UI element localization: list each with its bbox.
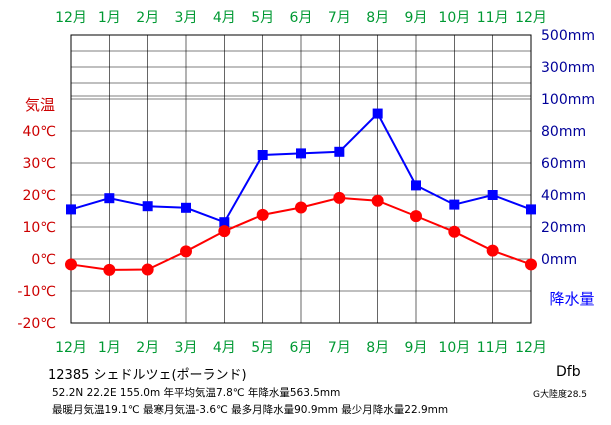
temperature-tick-label: 40℃ (22, 124, 56, 140)
month-label-top: 7月 (328, 10, 351, 26)
month-label-top: 4月 (213, 10, 236, 26)
temperature-point (371, 194, 384, 207)
precipitation-tick-label: 300mm (541, 60, 595, 76)
temperature-tick-label: -10℃ (17, 284, 56, 300)
month-label-top: 12月 (515, 10, 547, 26)
month-label-bottom: 3月 (175, 340, 198, 356)
month-label-top: 8月 (366, 10, 389, 26)
precipitation-point (526, 204, 536, 215)
precipitation-point (296, 148, 306, 159)
precipitation-point (334, 146, 345, 157)
month-label-bottom: 8月 (366, 340, 389, 356)
temperature-tick-label: 30℃ (22, 156, 56, 172)
temperature-point (410, 210, 422, 223)
temperature-point (103, 263, 116, 276)
precipitation-tick-label: 0mm (541, 252, 577, 268)
month-label-top: 5月 (251, 10, 274, 26)
month-label-bottom: 1月 (98, 340, 121, 356)
precipitation-tick-label: 500mm (541, 28, 595, 44)
precipitation-point (181, 202, 191, 213)
month-label-top: 12月 (55, 10, 87, 26)
month-label-top: 2月 (136, 10, 159, 26)
month-label-bottom: 6月 (290, 340, 313, 356)
temperature-point (65, 258, 77, 271)
temperature-tick-label: 20℃ (22, 188, 56, 204)
month-label-bottom: 5月 (251, 340, 274, 356)
precipitation-tick-label: 80mm (541, 124, 586, 140)
month-label-bottom: 12月 (55, 340, 87, 356)
temperature-point (141, 263, 154, 276)
month-label-bottom: 2月 (136, 340, 159, 356)
temperature-point (448, 225, 461, 238)
month-label-top: 6月 (290, 10, 313, 26)
station-coords: 52.2N 22.2E 155.0m 年平均気温7.8℃ 年降水量563.5mm (52, 387, 341, 399)
continentality-index: G大陸度28.5 (533, 390, 588, 400)
temperature-point (218, 225, 231, 238)
temperature-point (180, 245, 192, 258)
axes (70, 34, 532, 324)
precipitation-point (487, 190, 498, 200)
plot-frame (70, 34, 532, 324)
precipitation-axis-label: 降水量 (549, 290, 594, 308)
precipitation-tick-label: 20mm (541, 220, 586, 236)
temperature-point (295, 201, 307, 214)
series (65, 108, 537, 276)
month-label-bottom: 4月 (213, 340, 236, 356)
month-label-top: 3月 (175, 10, 198, 26)
precipitation-point (372, 108, 383, 119)
precipitation-point (104, 193, 115, 204)
station-name: 12385 シェドルツェ(ポーランド) (48, 368, 247, 383)
month-label-bottom: 9月 (405, 340, 428, 356)
month-label-top: 10月 (438, 10, 470, 26)
month-label-top: 9月 (405, 10, 428, 26)
precipitation-point (257, 150, 268, 160)
climate-code: Dfb (556, 364, 581, 380)
precipitation-point (449, 199, 460, 210)
month-label-bottom: 11月 (477, 340, 509, 356)
grid (71, 35, 531, 323)
temperature-point (333, 191, 346, 204)
temperature-point (486, 244, 499, 257)
temperature-point (525, 258, 537, 271)
precipitation-tick-label: 100mm (541, 92, 595, 108)
climate-extremes: 最暖月気温19.1℃ 最寒月気温-3.6℃ 最多月降水量90.9mm 最少月降水… (52, 404, 449, 416)
month-label-top: 11月 (477, 10, 509, 26)
month-label-bottom: 7月 (328, 340, 351, 356)
month-label-bottom: 12月 (515, 340, 547, 356)
temperature-tick-label: 10℃ (22, 220, 56, 236)
labels: 12月 12月 1月 1月 2月 2月 3月 3月 4月 4月 5月 5月 6月 6月 7月 7月 8月 8月 9月… (17, 10, 595, 356)
precipitation-point (142, 201, 153, 212)
precipitation-tick-label: 60mm (541, 156, 586, 172)
temperature-tick-label: 0℃ (31, 252, 56, 268)
precipitation-point (66, 204, 76, 215)
precipitation-tick-label: 40mm (541, 188, 586, 204)
temperature-axis-label: 気温 (25, 96, 55, 114)
temperature-point (256, 208, 269, 221)
precipitation-point (219, 217, 230, 228)
temperature-tick-label: -20℃ (17, 316, 56, 332)
precipitation-point (411, 180, 421, 191)
month-label-top: 1月 (98, 10, 121, 26)
month-label-bottom: 10月 (438, 340, 470, 356)
